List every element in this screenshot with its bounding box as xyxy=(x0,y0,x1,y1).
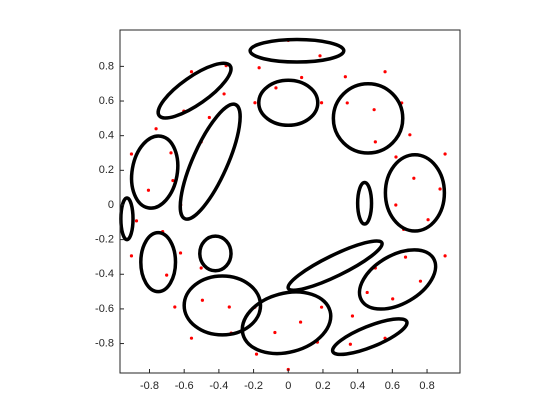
point xyxy=(274,86,278,90)
ellipse xyxy=(182,274,263,337)
point xyxy=(383,70,387,74)
y-tick-label: 0.8 xyxy=(99,60,114,72)
axes-box xyxy=(119,29,461,374)
y-tick-label: -0.8 xyxy=(95,337,114,349)
y-tick-label: -0.6 xyxy=(95,303,114,315)
x-tick-label: -0.6 xyxy=(175,380,194,392)
ellipse xyxy=(383,152,447,233)
x-tick-label: -0.2 xyxy=(244,380,263,392)
y-tick-label: 0.6 xyxy=(99,95,114,107)
point xyxy=(443,254,447,258)
ellipse xyxy=(357,248,438,311)
point xyxy=(154,127,158,131)
ellipse xyxy=(178,102,242,221)
ellipse xyxy=(355,180,374,226)
x-tick-label: 0 xyxy=(285,380,291,392)
point xyxy=(372,108,376,112)
point xyxy=(171,178,175,183)
point xyxy=(300,75,304,80)
point xyxy=(319,305,324,309)
point xyxy=(207,115,211,120)
point xyxy=(319,101,324,105)
ellipse xyxy=(331,81,405,155)
y-tick-label: 0.2 xyxy=(99,164,114,176)
point xyxy=(146,188,151,192)
point xyxy=(350,314,355,318)
ellipse xyxy=(248,37,346,64)
ellipse xyxy=(156,61,233,120)
point xyxy=(134,219,139,223)
x-tick-label: 0.8 xyxy=(419,380,434,392)
point xyxy=(412,176,416,180)
point xyxy=(348,342,352,346)
point xyxy=(438,187,442,191)
y-tick-label: -0.4 xyxy=(95,268,114,280)
x-tick-label: 0.2 xyxy=(315,380,330,392)
point xyxy=(200,298,204,302)
point xyxy=(345,101,349,105)
point xyxy=(178,251,183,255)
point xyxy=(343,75,347,79)
ellipse xyxy=(330,317,409,357)
point xyxy=(318,54,322,58)
point xyxy=(373,140,377,144)
point xyxy=(443,152,447,156)
point xyxy=(426,218,430,222)
point xyxy=(189,336,194,340)
point xyxy=(394,155,398,159)
point xyxy=(257,66,261,70)
ellipse xyxy=(129,134,180,210)
point xyxy=(189,70,194,74)
y-tick-label: 0 xyxy=(108,199,114,211)
point xyxy=(408,133,412,137)
ellipse xyxy=(257,78,320,128)
point xyxy=(403,255,408,259)
point xyxy=(227,305,231,309)
ellipse xyxy=(198,234,233,273)
x-tick-label: 0.6 xyxy=(385,380,400,392)
point xyxy=(365,290,369,295)
x-tick-label: -0.8 xyxy=(140,380,159,392)
point xyxy=(298,320,303,324)
x-tick-label: -0.4 xyxy=(209,380,228,392)
point xyxy=(129,254,134,258)
point xyxy=(273,330,277,335)
ellipse xyxy=(139,230,178,294)
point xyxy=(165,273,169,277)
x-tick-label: 0.4 xyxy=(350,380,365,392)
point xyxy=(222,92,226,96)
point xyxy=(418,279,423,283)
ellipse xyxy=(240,290,333,356)
point xyxy=(173,305,177,309)
point xyxy=(254,352,259,356)
point xyxy=(391,297,395,301)
point xyxy=(394,203,398,207)
y-tick-label: -0.2 xyxy=(95,234,114,246)
point xyxy=(129,152,134,156)
point xyxy=(253,101,257,105)
ellipse xyxy=(286,239,384,292)
point xyxy=(199,266,203,270)
ellipse xyxy=(119,196,135,242)
y-tick-label: 0.4 xyxy=(99,130,114,142)
point xyxy=(169,151,173,155)
